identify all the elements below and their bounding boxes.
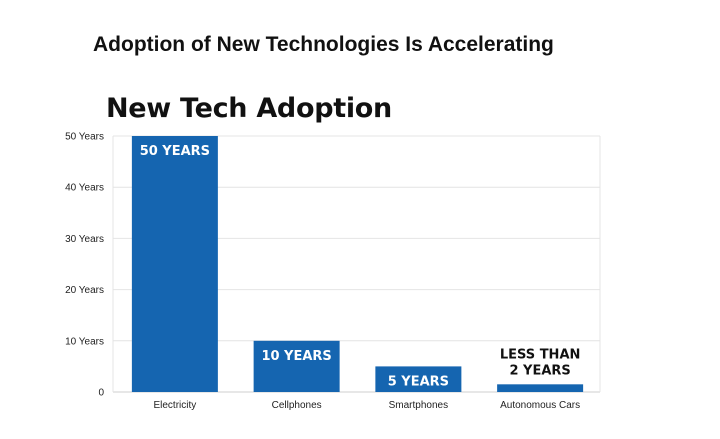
data-labels: 50 YEARS 10 YEARS 5 YEARS LESS THAN 2 YEARS bbox=[140, 144, 581, 389]
bar bbox=[131, 136, 218, 392]
bar bbox=[497, 384, 584, 392]
y-tick-label: 50 Years bbox=[65, 132, 104, 143]
bars bbox=[131, 136, 584, 392]
x-tick-label: Smartphones bbox=[389, 400, 448, 411]
y-tick-label: 20 Years bbox=[65, 285, 104, 296]
y-tick-label: 10 Years bbox=[65, 336, 104, 347]
x-tick-label: Autonomous Cars bbox=[500, 400, 580, 411]
data-label: 10 YEARS bbox=[261, 349, 331, 364]
y-tick-label: 0 bbox=[98, 388, 104, 399]
slide-title: Adoption of New Technologies Is Accelera… bbox=[93, 33, 554, 56]
y-tick-label: 40 Years bbox=[65, 183, 104, 194]
bar bbox=[375, 366, 462, 392]
x-tick-label: Electricity bbox=[153, 400, 196, 411]
data-label: 5 YEARS bbox=[388, 374, 449, 389]
data-label: 50 YEARS bbox=[140, 144, 210, 159]
x-tick-label: Cellphones bbox=[272, 400, 322, 411]
chart-title: New Tech Adoption bbox=[106, 93, 392, 124]
data-label: LESS THAN 2 YEARS bbox=[500, 347, 581, 378]
y-axis-ticks: 0 10 Years 20 Years 30 Years 40 Years 50 Year… bbox=[65, 132, 104, 399]
x-axis-ticks: Electricity Cellphones Smartphones Autonomo… bbox=[153, 400, 580, 411]
y-tick-label: 30 Years bbox=[65, 234, 104, 245]
bar bbox=[253, 340, 340, 392]
